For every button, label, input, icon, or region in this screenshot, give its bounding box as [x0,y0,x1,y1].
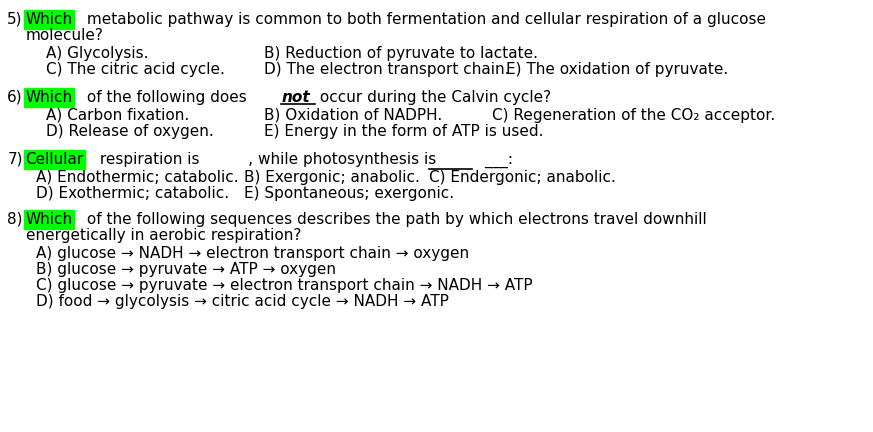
Text: respiration is          , while photosynthesis is          ___:: respiration is , while photosynthesis is… [95,152,513,168]
Text: molecule?: molecule? [25,28,103,43]
Text: A) Endothermic; catabolic.: A) Endothermic; catabolic. [37,170,239,184]
Text: D) The electron transport chain.: D) The electron transport chain. [265,62,510,76]
Text: D) food → glycolysis → citric acid cycle → NADH → ATP: D) food → glycolysis → citric acid cycle… [37,294,450,308]
Text: B) Oxidation of NADPH.: B) Oxidation of NADPH. [265,108,443,123]
Text: A) glucose → NADH → electron transport chain → oxygen: A) glucose → NADH → electron transport c… [37,246,470,260]
Text: energetically in aerobic respiration?: energetically in aerobic respiration? [25,228,301,243]
Text: B) Reduction of pyruvate to lactate.: B) Reduction of pyruvate to lactate. [265,46,539,60]
Text: C) Endergonic; anabolic.: C) Endergonic; anabolic. [429,170,615,184]
Text: Which: Which [25,212,72,227]
Text: A) Carbon fixation.: A) Carbon fixation. [45,108,189,123]
Text: C) The citric acid cycle.: C) The citric acid cycle. [45,62,224,76]
Text: C) Regeneration of the CO₂ acceptor.: C) Regeneration of the CO₂ acceptor. [492,108,775,123]
Text: metabolic pathway is common to both fermentation and cellular respiration of a g: metabolic pathway is common to both ferm… [82,12,766,27]
Text: D) Exothermic; catabolic.: D) Exothermic; catabolic. [37,186,230,200]
Text: 8).: 8). [7,212,28,227]
Text: occur during the Calvin cycle?: occur during the Calvin cycle? [315,90,551,105]
Text: 7): 7) [7,152,23,167]
Text: of the following does: of the following does [82,90,251,105]
Text: A) Glycolysis.: A) Glycolysis. [45,46,148,60]
Text: C) glucose → pyruvate → electron transport chain → NADH → ATP: C) glucose → pyruvate → electron transpo… [37,278,533,292]
Text: E) Spontaneous; exergonic.: E) Spontaneous; exergonic. [244,186,455,200]
Text: B) Exergonic; anabolic.: B) Exergonic; anabolic. [244,170,420,184]
Text: Which: Which [25,12,72,27]
Text: E) Energy in the form of ATP is used.: E) Energy in the form of ATP is used. [265,124,544,139]
Text: Which: Which [25,90,72,105]
Text: Cellular: Cellular [25,152,84,167]
Text: 5): 5) [7,12,23,27]
Text: E) The oxidation of pyruvate.: E) The oxidation of pyruvate. [506,62,728,76]
Text: not: not [281,90,310,105]
Text: of the following sequences describes the path by which electrons travel downhill: of the following sequences describes the… [82,212,706,227]
Text: B) glucose → pyruvate → ATP → oxygen: B) glucose → pyruvate → ATP → oxygen [37,262,336,276]
Text: D) Release of oxygen.: D) Release of oxygen. [45,124,213,139]
Text: 6): 6) [7,90,23,105]
